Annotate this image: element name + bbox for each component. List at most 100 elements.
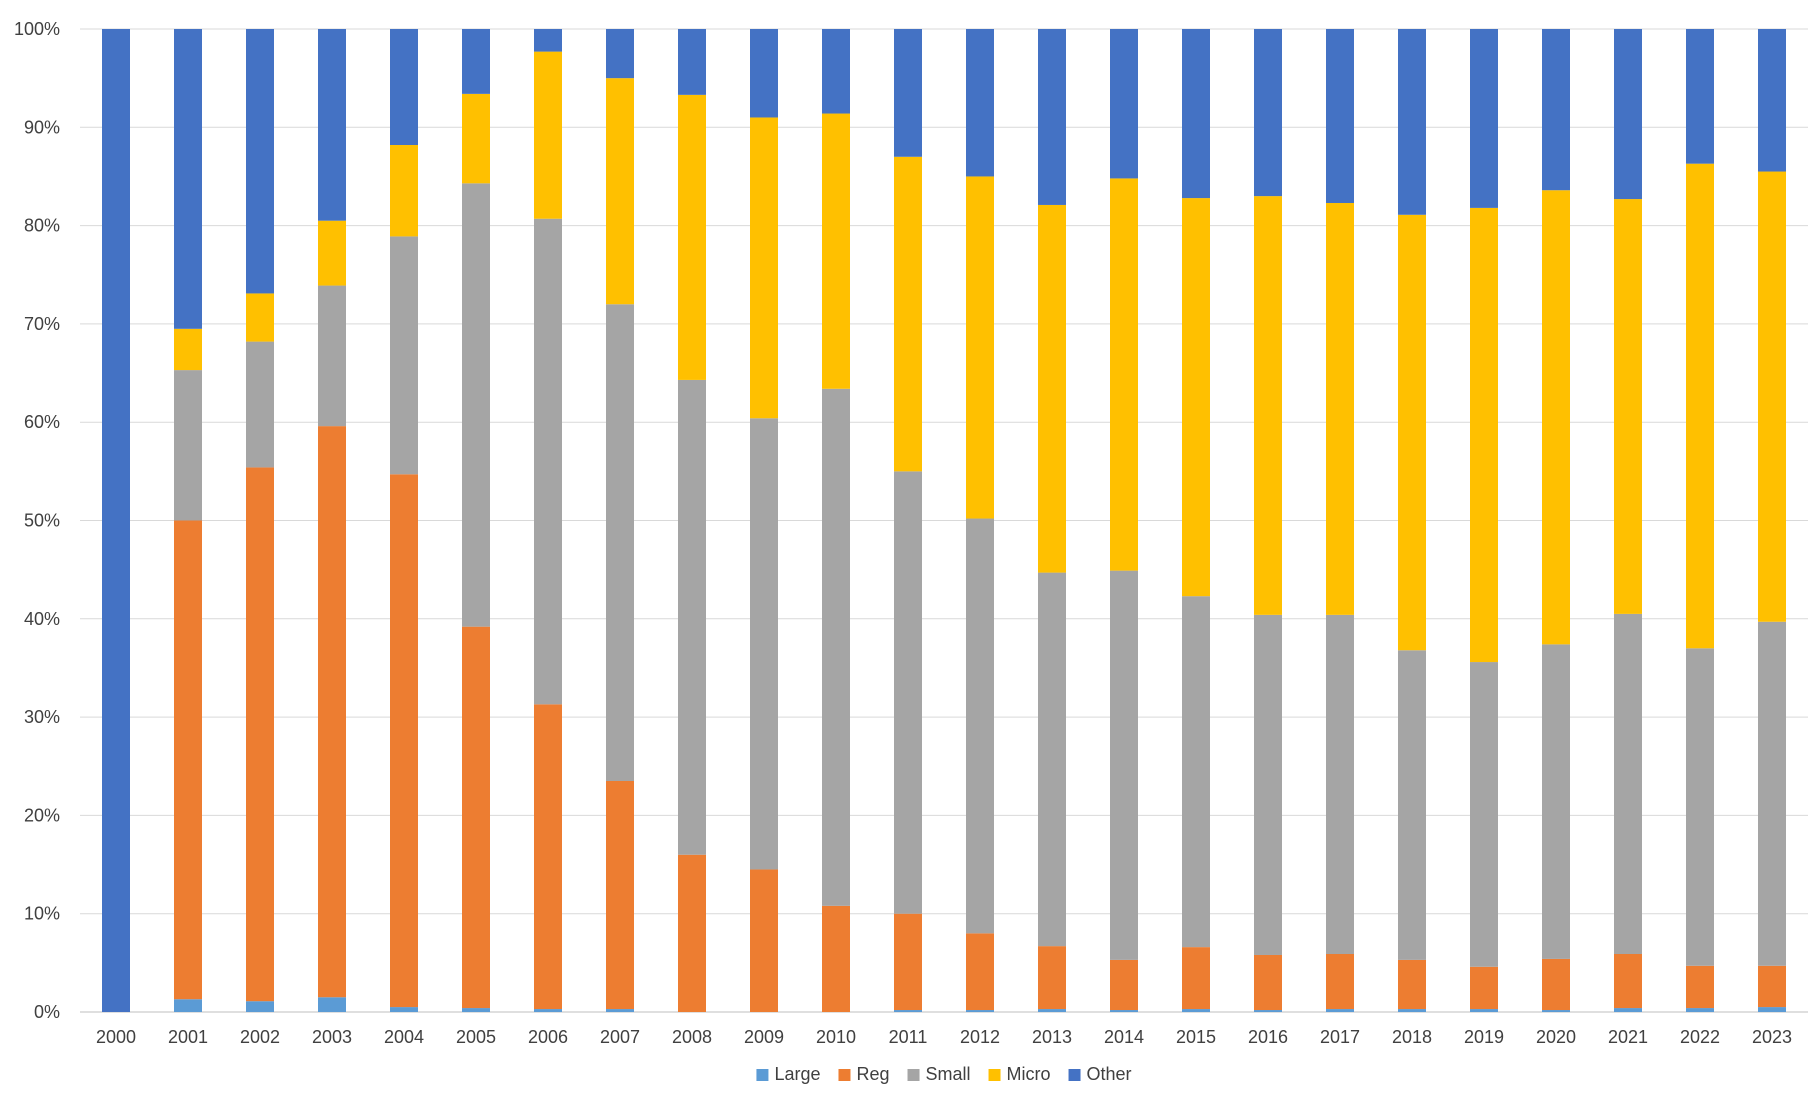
bar-large-2012 — [966, 1010, 994, 1012]
bar-stacks — [102, 29, 1786, 1012]
x-tick-label: 2021 — [1608, 1027, 1648, 1047]
bar-reg-2016 — [1254, 954, 1282, 1011]
legend-label: Other — [1087, 1064, 1132, 1084]
bar-stack-2012 — [966, 29, 994, 1012]
bar-small-2013 — [1038, 572, 1066, 947]
bar-micro-2001 — [174, 328, 202, 371]
x-tick-label: 2012 — [960, 1027, 1000, 1047]
bar-stack-2015 — [1182, 29, 1210, 1012]
bar-other-2009 — [750, 29, 778, 118]
bar-stack-2019 — [1470, 29, 1498, 1012]
bar-micro-2021 — [1614, 199, 1642, 614]
bar-large-2001 — [174, 999, 202, 1012]
x-tick-label: 2015 — [1176, 1027, 1216, 1047]
x-tick-label: 2002 — [240, 1027, 280, 1047]
y-tick-label: 30% — [24, 707, 60, 727]
legend-swatch — [838, 1069, 851, 1081]
y-tick-label: 50% — [24, 511, 60, 531]
bar-large-2016 — [1254, 1010, 1282, 1012]
legend-item-micro: Micro — [988, 1064, 1051, 1084]
bar-stack-2011 — [894, 29, 922, 1012]
bar-small-2001 — [174, 370, 202, 521]
bar-small-2023 — [1758, 621, 1786, 966]
bar-large-2006 — [534, 1009, 562, 1012]
bar-micro-2017 — [1326, 202, 1354, 615]
bar-reg-2002 — [246, 467, 274, 1002]
bar-other-2010 — [822, 29, 850, 114]
bar-micro-2019 — [1470, 207, 1498, 663]
bar-small-2018 — [1398, 650, 1426, 960]
bar-reg-2004 — [390, 474, 418, 1008]
bar-other-2018 — [1398, 29, 1426, 215]
bar-small-2007 — [606, 304, 634, 781]
bar-reg-2021 — [1614, 954, 1642, 1009]
bar-small-2014 — [1110, 570, 1138, 960]
bar-stack-2006 — [534, 29, 562, 1012]
bar-reg-2003 — [318, 426, 346, 998]
bar-large-2011 — [894, 1010, 922, 1012]
bar-other-2021 — [1614, 29, 1642, 200]
bar-large-2021 — [1614, 1008, 1642, 1012]
bar-reg-2013 — [1038, 946, 1066, 1010]
bar-micro-2008 — [678, 94, 706, 380]
bar-micro-2016 — [1254, 196, 1282, 615]
bar-small-2017 — [1326, 614, 1354, 955]
bar-stack-2018 — [1398, 29, 1426, 1012]
y-tick-label: 90% — [24, 117, 60, 137]
bar-stack-2008 — [678, 29, 706, 1012]
x-tick-label: 2001 — [168, 1027, 208, 1047]
bar-other-2017 — [1326, 29, 1354, 203]
bar-large-2023 — [1758, 1007, 1786, 1012]
bar-other-2012 — [966, 29, 994, 177]
bar-small-2011 — [894, 471, 922, 914]
bar-other-2008 — [678, 29, 706, 95]
x-tick-label: 2014 — [1104, 1027, 1144, 1047]
bar-reg-2005 — [462, 626, 490, 1009]
bar-large-2013 — [1038, 1009, 1066, 1012]
bar-reg-2009 — [750, 869, 778, 1012]
x-tick-label: 2004 — [384, 1027, 424, 1047]
bar-reg-2010 — [822, 905, 850, 1012]
bar-micro-2010 — [822, 113, 850, 389]
x-tick-label: 2022 — [1680, 1027, 1720, 1047]
x-tick-label: 2023 — [1752, 1027, 1792, 1047]
bar-reg-2007 — [606, 780, 634, 1010]
y-tick-label: 40% — [24, 609, 60, 629]
bar-stack-2013 — [1038, 29, 1066, 1012]
y-tick-label: 20% — [24, 805, 60, 825]
bar-stack-2001 — [174, 29, 202, 1012]
bar-micro-2004 — [390, 144, 418, 237]
bar-other-2001 — [174, 29, 202, 329]
bar-small-2015 — [1182, 596, 1210, 948]
bar-large-2002 — [246, 1001, 274, 1012]
bar-micro-2011 — [894, 156, 922, 472]
bar-large-2022 — [1686, 1008, 1714, 1012]
bar-reg-2008 — [678, 854, 706, 1012]
bar-small-2002 — [246, 341, 274, 468]
bar-large-2004 — [390, 1007, 418, 1012]
bar-large-2019 — [1470, 1009, 1498, 1012]
x-tick-label: 2000 — [96, 1027, 136, 1047]
bar-other-2022 — [1686, 29, 1714, 164]
bar-small-2006 — [534, 218, 562, 705]
bar-small-2019 — [1470, 662, 1498, 967]
bar-stack-2005 — [462, 29, 490, 1012]
legend-item-other: Other — [1068, 1064, 1132, 1084]
bar-reg-2006 — [534, 704, 562, 1010]
bar-other-2023 — [1758, 29, 1786, 172]
x-tick-label: 2011 — [889, 1027, 928, 1047]
legend-swatch — [907, 1069, 920, 1081]
bar-small-2012 — [966, 518, 994, 934]
bar-stack-2022 — [1686, 29, 1714, 1012]
x-tick-label: 2009 — [744, 1027, 784, 1047]
bar-micro-2022 — [1686, 163, 1714, 649]
bar-other-2005 — [462, 29, 490, 94]
legend: Large Reg Small Micro Other — [756, 1064, 1132, 1084]
legend-item-small: Small — [907, 1064, 971, 1084]
bar-stack-2002 — [246, 29, 274, 1012]
bar-stack-2010 — [822, 29, 850, 1012]
x-tick-label: 2020 — [1536, 1027, 1576, 1047]
bar-reg-2012 — [966, 933, 994, 1011]
bar-large-2014 — [1110, 1010, 1138, 1012]
legend-item-large: Large — [756, 1064, 820, 1084]
